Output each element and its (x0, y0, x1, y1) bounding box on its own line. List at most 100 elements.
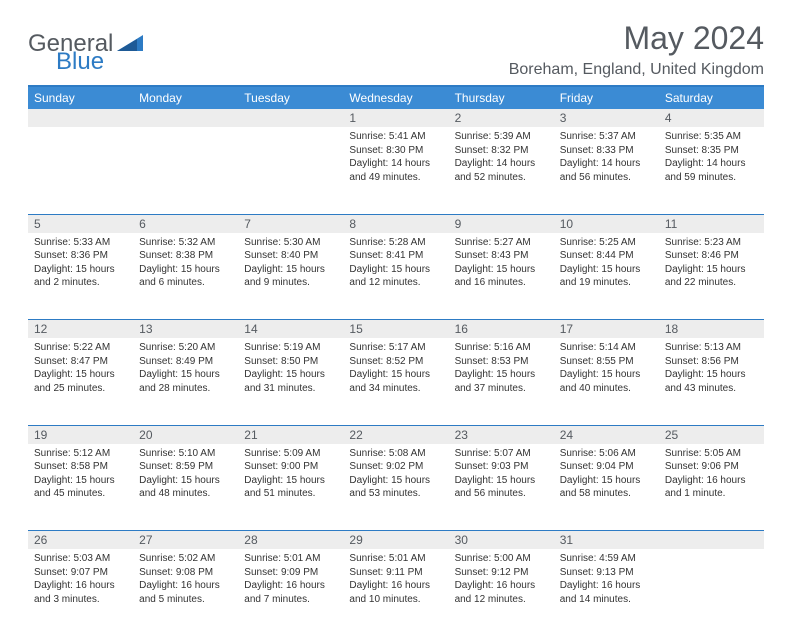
daylight-line: Daylight: 16 hours and 3 minutes. (34, 579, 127, 606)
sunset-line: Sunset: 8:59 PM (139, 460, 232, 474)
day-number-cell: 8 (343, 214, 448, 233)
day-number-cell: 4 (659, 109, 764, 127)
day-info-cell: Sunrise: 4:59 AMSunset: 9:13 PMDaylight:… (554, 549, 659, 636)
week-number-row: 567891011 (28, 214, 764, 233)
day-number-cell: 10 (554, 214, 659, 233)
day-header: Monday (133, 86, 238, 109)
daylight-line: Daylight: 15 hours and 43 minutes. (665, 368, 758, 395)
sunrise-line: Sunrise: 5:01 AM (349, 552, 442, 566)
sunset-line: Sunset: 8:55 PM (560, 355, 653, 369)
sunrise-line: Sunrise: 5:23 AM (665, 236, 758, 250)
daylight-line: Daylight: 14 hours and 49 minutes. (349, 157, 442, 184)
daylight-line: Daylight: 16 hours and 10 minutes. (349, 579, 442, 606)
daylight-line: Daylight: 15 hours and 25 minutes. (34, 368, 127, 395)
daylight-line: Daylight: 15 hours and 12 minutes. (349, 263, 442, 290)
week-number-row: 12131415161718 (28, 320, 764, 339)
day-info-cell: Sunrise: 5:01 AMSunset: 9:09 PMDaylight:… (238, 549, 343, 636)
daylight-line: Daylight: 14 hours and 52 minutes. (455, 157, 548, 184)
day-info-cell: Sunrise: 5:23 AMSunset: 8:46 PMDaylight:… (659, 233, 764, 320)
daylight-line: Daylight: 16 hours and 12 minutes. (455, 579, 548, 606)
sunset-line: Sunset: 8:40 PM (244, 249, 337, 263)
sunrise-line: Sunrise: 5:09 AM (244, 447, 337, 461)
daylight-line: Daylight: 15 hours and 37 minutes. (455, 368, 548, 395)
daylight-line: Daylight: 15 hours and 51 minutes. (244, 474, 337, 501)
sunrise-line: Sunrise: 5:10 AM (139, 447, 232, 461)
sunset-line: Sunset: 9:03 PM (455, 460, 548, 474)
day-info-cell: Sunrise: 5:30 AMSunset: 8:40 PMDaylight:… (238, 233, 343, 320)
sunset-line: Sunset: 8:56 PM (665, 355, 758, 369)
day-number-cell: 2 (449, 109, 554, 127)
daylight-line: Daylight: 15 hours and 48 minutes. (139, 474, 232, 501)
day-number-cell: 5 (28, 214, 133, 233)
sunset-line: Sunset: 9:07 PM (34, 566, 127, 580)
sunset-line: Sunset: 8:43 PM (455, 249, 548, 263)
sunrise-line: Sunrise: 5:33 AM (34, 236, 127, 250)
title-block: May 2024 Boreham, England, United Kingdo… (509, 20, 764, 79)
day-info-cell: Sunrise: 5:02 AMSunset: 9:08 PMDaylight:… (133, 549, 238, 636)
daylight-line: Daylight: 14 hours and 56 minutes. (560, 157, 653, 184)
day-info-cell: Sunrise: 5:37 AMSunset: 8:33 PMDaylight:… (554, 127, 659, 214)
day-header: Wednesday (343, 86, 448, 109)
sunset-line: Sunset: 8:35 PM (665, 144, 758, 158)
daylight-line: Daylight: 16 hours and 14 minutes. (560, 579, 653, 606)
sunrise-line: Sunrise: 5:19 AM (244, 341, 337, 355)
sunrise-line: Sunrise: 5:13 AM (665, 341, 758, 355)
sunrise-line: Sunrise: 5:02 AM (139, 552, 232, 566)
logo-text-blue: Blue (56, 48, 104, 76)
day-info-cell (659, 549, 764, 636)
sunrise-line: Sunrise: 5:06 AM (560, 447, 653, 461)
sunrise-line: Sunrise: 5:05 AM (665, 447, 758, 461)
sunset-line: Sunset: 8:36 PM (34, 249, 127, 263)
day-info-cell: Sunrise: 5:12 AMSunset: 8:58 PMDaylight:… (28, 444, 133, 531)
daylight-line: Daylight: 15 hours and 58 minutes. (560, 474, 653, 501)
day-number-cell: 15 (343, 320, 448, 339)
sunrise-line: Sunrise: 5:25 AM (560, 236, 653, 250)
day-header: Saturday (659, 86, 764, 109)
daylight-line: Daylight: 15 hours and 40 minutes. (560, 368, 653, 395)
day-number-cell: 27 (133, 531, 238, 550)
day-number-cell (133, 109, 238, 127)
day-info-cell: Sunrise: 5:17 AMSunset: 8:52 PMDaylight:… (343, 338, 448, 425)
day-info-cell: Sunrise: 5:10 AMSunset: 8:59 PMDaylight:… (133, 444, 238, 531)
daylight-line: Daylight: 15 hours and 45 minutes. (34, 474, 127, 501)
day-number-cell: 25 (659, 425, 764, 444)
sunrise-line: Sunrise: 5:17 AM (349, 341, 442, 355)
sunset-line: Sunset: 8:30 PM (349, 144, 442, 158)
day-number-cell: 11 (659, 214, 764, 233)
daylight-line: Daylight: 15 hours and 19 minutes. (560, 263, 653, 290)
day-number-cell: 19 (28, 425, 133, 444)
sunrise-line: Sunrise: 5:37 AM (560, 130, 653, 144)
sunset-line: Sunset: 8:44 PM (560, 249, 653, 263)
sunset-line: Sunset: 9:02 PM (349, 460, 442, 474)
day-info-cell (28, 127, 133, 214)
sunset-line: Sunset: 8:50 PM (244, 355, 337, 369)
day-info-cell: Sunrise: 5:07 AMSunset: 9:03 PMDaylight:… (449, 444, 554, 531)
sunset-line: Sunset: 8:41 PM (349, 249, 442, 263)
daylight-line: Daylight: 15 hours and 56 minutes. (455, 474, 548, 501)
day-number-cell: 26 (28, 531, 133, 550)
sunset-line: Sunset: 9:06 PM (665, 460, 758, 474)
day-number-cell: 16 (449, 320, 554, 339)
sunset-line: Sunset: 9:13 PM (560, 566, 653, 580)
day-number-cell: 1 (343, 109, 448, 127)
day-number-cell (28, 109, 133, 127)
sunset-line: Sunset: 8:52 PM (349, 355, 442, 369)
day-number-cell: 13 (133, 320, 238, 339)
day-number-cell: 3 (554, 109, 659, 127)
logo: General Blue (28, 30, 145, 58)
sunset-line: Sunset: 9:04 PM (560, 460, 653, 474)
day-number-cell: 14 (238, 320, 343, 339)
week-info-row: Sunrise: 5:33 AMSunset: 8:36 PM Daylight:… (28, 233, 764, 320)
sunrise-line: Sunrise: 5:30 AM (244, 236, 337, 250)
week-info-row: Sunrise: 5:12 AMSunset: 8:58 PMDaylight:… (28, 444, 764, 531)
day-number-cell: 29 (343, 531, 448, 550)
location-subtitle: Boreham, England, United Kingdom (509, 61, 764, 79)
calendar-table: Sunday Monday Tuesday Wednesday Thursday… (28, 85, 764, 636)
day-number-cell: 20 (133, 425, 238, 444)
week-info-row: Sunrise: 5:22 AMSunset: 8:47 PMDaylight:… (28, 338, 764, 425)
sunrise-line: Sunrise: 5:41 AM (349, 130, 442, 144)
daylight-line: Daylight: 16 hours and 5 minutes. (139, 579, 232, 606)
day-info-cell: Sunrise: 5:27 AMSunset: 8:43 PMDaylight:… (449, 233, 554, 320)
sunrise-line: Sunrise: 5:07 AM (455, 447, 548, 461)
day-number-cell: 7 (238, 214, 343, 233)
